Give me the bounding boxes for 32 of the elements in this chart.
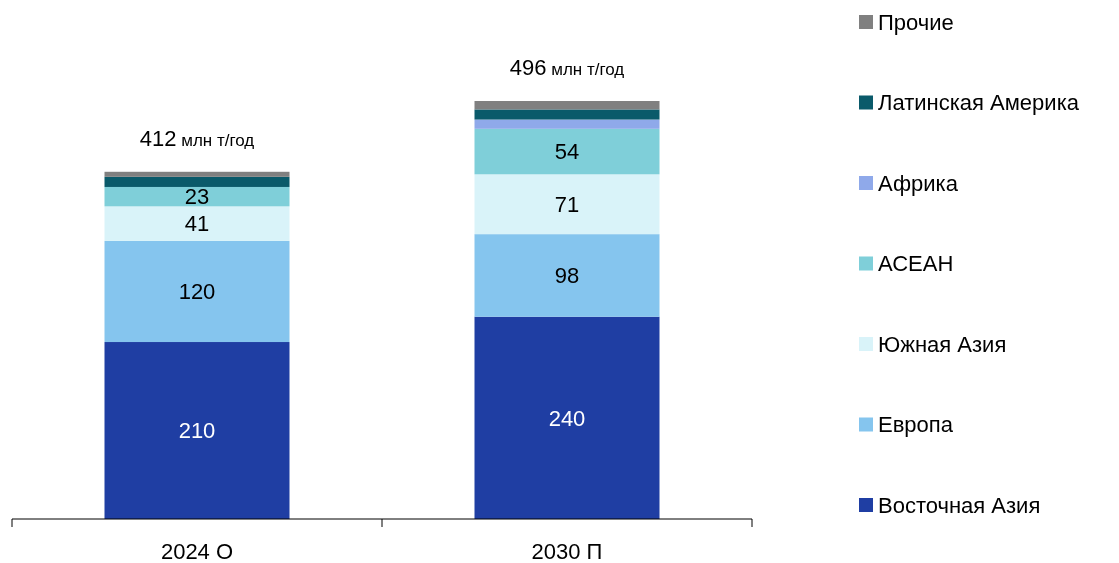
legend-label: АСЕАН <box>878 251 954 277</box>
data-label: 41 <box>184 211 210 237</box>
data-label: 120 <box>178 279 216 305</box>
bar <box>474 119 660 129</box>
data-label: 240 <box>548 405 586 431</box>
bar <box>104 342 290 519</box>
bar <box>104 206 290 241</box>
total-label: 412 млн т/год <box>139 125 255 151</box>
data-label: 54 <box>554 139 580 165</box>
x-tick-label: 2030 П <box>531 538 603 563</box>
legend-label: Восточная Азия <box>878 492 1041 518</box>
data-label: 98 <box>554 263 580 289</box>
bar <box>104 186 290 207</box>
bar <box>474 128 660 175</box>
bar <box>474 109 660 120</box>
total-label: 496 млн т/год <box>509 55 625 80</box>
legend-label: Европа <box>878 412 954 438</box>
x-tick-label: 2024 О <box>160 538 234 563</box>
data-label: 23 <box>184 184 210 210</box>
data-label: 210 <box>178 418 216 444</box>
data-label: 71 <box>554 191 580 217</box>
bar <box>104 240 290 343</box>
bar <box>474 316 660 519</box>
legend-label: Африка <box>878 170 959 196</box>
legend-label: Латинская Америка <box>878 90 1080 116</box>
bar <box>104 171 290 177</box>
legend-label: Южная Азия <box>878 331 1007 357</box>
bar <box>474 234 660 317</box>
bar <box>104 176 290 187</box>
bar <box>474 174 660 235</box>
legend-label: Прочие <box>878 9 954 35</box>
bar <box>474 101 660 110</box>
